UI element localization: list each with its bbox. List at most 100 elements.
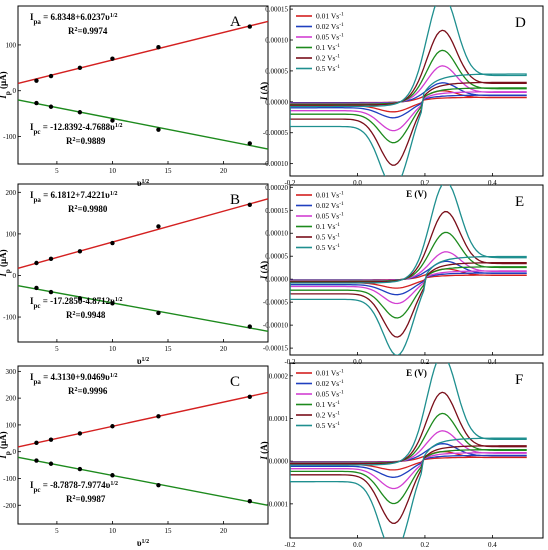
x-tick-label: 20 bbox=[220, 527, 228, 535]
x-tick-label: 10 bbox=[109, 527, 117, 535]
equation-label: R2=0.9889 bbox=[66, 136, 106, 146]
panel-letter: C bbox=[230, 374, 240, 390]
legend-label: 0.2 Vs-1 bbox=[316, 411, 340, 420]
data-point bbox=[34, 440, 39, 446]
y-tick-label: 100 bbox=[6, 41, 17, 49]
x-tick-label: 10 bbox=[109, 345, 117, 353]
fit-line-cathodic bbox=[17, 99, 269, 150]
y-tick-label: 0.0002 bbox=[269, 372, 289, 380]
panel-letter: F bbox=[515, 372, 523, 388]
equation-label: Ipc = -17.2850-4.8712υ1/2 bbox=[30, 296, 122, 310]
y-tick-label: 0 bbox=[13, 272, 17, 280]
data-point bbox=[156, 310, 161, 316]
x-tick-label: 15 bbox=[165, 345, 173, 353]
panel-letter: E bbox=[515, 194, 524, 210]
panel-b: 5 10 15 20 -100 0 100 200 Ipa = 6.1812+7.4221υ1/… bbox=[0, 183, 269, 366]
equation-label: R2=0.9980 bbox=[68, 204, 108, 214]
y-tick-label: 200 bbox=[6, 395, 17, 403]
data-point bbox=[48, 289, 54, 295]
y-axis-label: Ip (μA) bbox=[0, 71, 12, 99]
equation-label: R2=0.9948 bbox=[66, 310, 106, 320]
panel-e: -0.2 0.0 0.2 0.4 -0.00015 -0.00010 -0.00005 0.0… bbox=[259, 184, 544, 378]
equation-label: Ipa = 4.3130+9.0469υ1/2 bbox=[30, 372, 118, 386]
data-point bbox=[48, 256, 54, 262]
equation-label: Ipa = 6.1812+7.4221υ1/2 bbox=[30, 190, 118, 204]
fit-line-anodic bbox=[17, 198, 269, 269]
y-tick-label: 0 bbox=[13, 448, 17, 456]
x-tick-label: 0.0 bbox=[353, 541, 362, 549]
panel-c: 5 10 15 20 -200 -100 0 100 200 300 Ipa = 4.3130+9.… bbox=[0, 365, 269, 548]
legend-label: 0.2 Vs-1 bbox=[316, 54, 340, 63]
y-axis-label: Ip (μA) bbox=[0, 431, 12, 459]
data-point bbox=[77, 296, 83, 301]
fit-line-cathodic bbox=[17, 285, 269, 332]
panel-letter: B bbox=[230, 192, 240, 208]
x-axis-label: υ1/2 bbox=[137, 356, 149, 366]
data-point bbox=[48, 461, 54, 466]
y-tick-label: -0.00005 bbox=[263, 299, 289, 307]
legend-label: 0.02 Vs-1 bbox=[316, 201, 344, 210]
legend-label: 0.5 Vs-1 bbox=[316, 233, 340, 242]
legend-label: 0.5 Vs-1 bbox=[316, 421, 340, 430]
data-point bbox=[48, 437, 54, 442]
y-tick-label: -100 bbox=[3, 133, 16, 141]
legend-label: 0.01 Vs-1 bbox=[316, 12, 344, 21]
equation-label: Ipc = -12.8392-4.7688υ1/2 bbox=[30, 122, 122, 136]
cv-curve bbox=[290, 49, 527, 144]
data-point bbox=[247, 394, 252, 399]
data-point bbox=[110, 424, 115, 429]
panel-letter: A bbox=[230, 14, 241, 30]
data-point bbox=[156, 224, 161, 229]
x-tick-label: 0.2 bbox=[421, 179, 430, 187]
y-axis-label: I (A) bbox=[259, 261, 269, 280]
legend-label: 0.02 Vs-1 bbox=[316, 22, 344, 31]
y-tick-label: 0.00000 bbox=[265, 276, 288, 284]
data-point bbox=[34, 260, 39, 266]
data-point bbox=[156, 45, 161, 50]
x-tick-label: 0.0 bbox=[353, 179, 362, 187]
x-tick-label: 0.0 bbox=[353, 358, 362, 366]
data-point bbox=[48, 73, 54, 79]
data-point bbox=[77, 249, 83, 254]
x-tick-label: 0.4 bbox=[488, 358, 497, 366]
y-tick-label: 0 bbox=[13, 87, 17, 95]
data-point bbox=[156, 482, 161, 488]
cv-curve bbox=[290, 231, 527, 319]
cv-curve bbox=[290, 443, 527, 478]
y-tick-label: -100 bbox=[3, 475, 16, 483]
x-tick-label: 20 bbox=[220, 345, 228, 353]
legend-label: 0.1 Vs-1 bbox=[316, 400, 340, 409]
x-tick-label: 0.4 bbox=[488, 179, 497, 187]
data-point bbox=[77, 466, 83, 472]
plot-frame bbox=[289, 5, 544, 177]
x-tick-label: 0.4 bbox=[488, 541, 497, 549]
x-tick-label: 10 bbox=[109, 167, 117, 175]
x-tick-label: 15 bbox=[165, 167, 173, 175]
x-tick-label: 20 bbox=[220, 167, 228, 175]
y-tick-label: 0.00000 bbox=[265, 98, 288, 106]
fit-line-anodic bbox=[17, 20, 269, 85]
legend-label: 0.01 Vs-1 bbox=[316, 369, 344, 378]
y-tick-label: 0.00020 bbox=[265, 184, 288, 192]
data-point bbox=[34, 100, 39, 106]
plot-frame bbox=[289, 362, 544, 539]
y-tick-label: 0.00015 bbox=[265, 6, 288, 14]
fit-line-cathodic bbox=[17, 456, 269, 507]
data-point bbox=[110, 473, 115, 478]
data-point bbox=[34, 458, 39, 463]
data-point bbox=[156, 414, 161, 419]
y-tick-label: 100 bbox=[6, 421, 17, 429]
x-tick-label: 0.2 bbox=[421, 358, 430, 366]
data-point bbox=[110, 118, 115, 123]
x-axis-label: υ1/2 bbox=[137, 538, 149, 548]
data-point bbox=[48, 104, 54, 109]
legend-label: 0.02 Vs-1 bbox=[316, 379, 344, 388]
y-tick-label: 300 bbox=[6, 368, 17, 376]
data-point bbox=[110, 56, 115, 61]
x-tick-label: -0.2 bbox=[284, 541, 296, 549]
data-point bbox=[110, 301, 115, 306]
legend-label: 0.5 Vs-1 bbox=[316, 64, 340, 73]
data-point bbox=[156, 127, 161, 132]
